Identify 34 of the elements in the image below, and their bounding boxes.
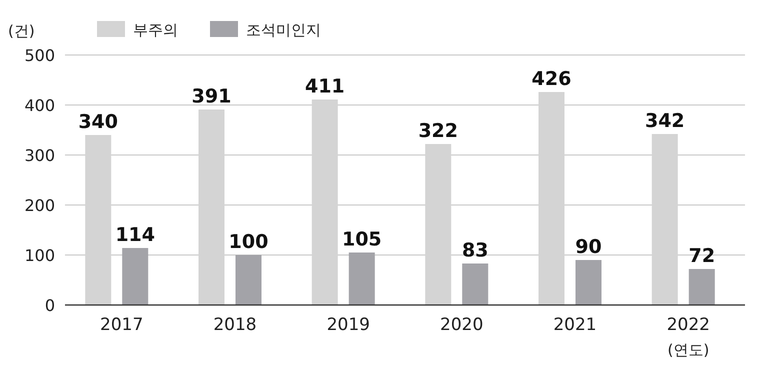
x-tick-label: 2017: [100, 315, 144, 335]
y-tick-label: 400: [24, 96, 55, 115]
legend-label: 조석미인지: [246, 21, 321, 39]
bar: [122, 248, 148, 305]
y-tick-label: 0: [44, 296, 55, 315]
data-label: 391: [192, 86, 232, 108]
bar: [688, 269, 715, 305]
bar: [236, 255, 262, 305]
data-label: 114: [115, 224, 156, 246]
data-label: 342: [644, 110, 685, 132]
x-axis-title: (연도): [667, 341, 710, 359]
x-tick-label: 2019: [326, 315, 370, 335]
bar: [576, 260, 602, 305]
bar: [462, 264, 488, 305]
data-label: 72: [688, 245, 716, 267]
bar: [348, 252, 375, 305]
data-label: 340: [78, 111, 118, 133]
data-label: 322: [418, 120, 458, 142]
data-label: 411: [304, 76, 345, 98]
data-label: 83: [462, 240, 488, 262]
data-label: 105: [342, 228, 382, 250]
x-tick-label: 2021: [553, 315, 597, 335]
y-tick-label: 500: [24, 46, 55, 65]
y-tick-label: 200: [24, 196, 55, 215]
x-tick-label: 2020: [440, 315, 484, 335]
data-label: 100: [228, 231, 268, 253]
y-tick-label: 100: [24, 246, 55, 265]
y-tick-label: 300: [24, 146, 55, 165]
x-tick-label: 2018: [213, 315, 257, 335]
data-label: 426: [532, 68, 572, 90]
x-tick-label: 2022: [666, 315, 710, 335]
data-label: 90: [575, 236, 602, 258]
legend-label: 부주의: [133, 21, 178, 39]
y-axis-title: (건): [8, 22, 35, 40]
